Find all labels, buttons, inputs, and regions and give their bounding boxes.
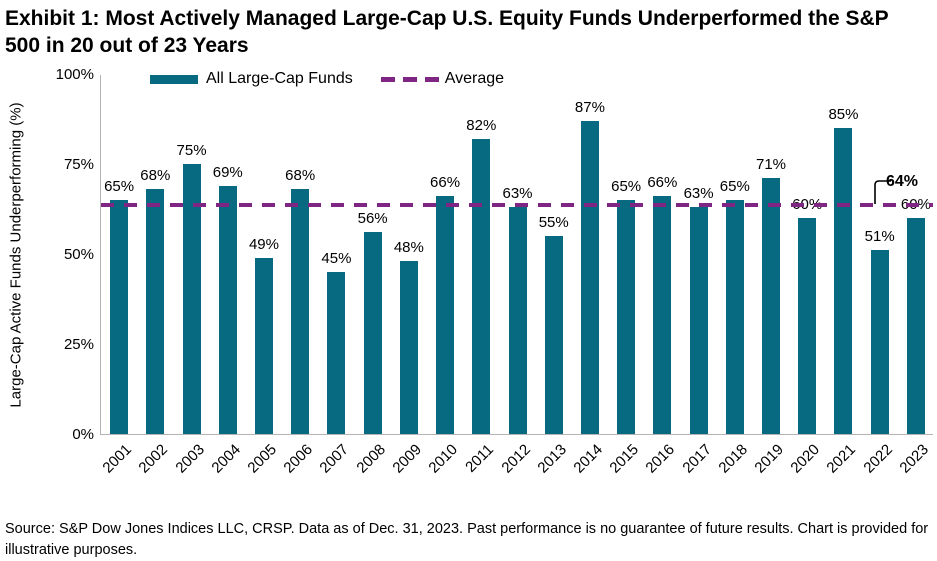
- bar-value-label-2014: 87%: [574, 99, 605, 116]
- x-tick-2018: 2018: [715, 441, 751, 477]
- x-tick-2004: 2004: [208, 441, 244, 477]
- bar-2004: [218, 186, 237, 434]
- bar-value-label-2002: 68%: [140, 167, 171, 184]
- x-tick-2013: 2013: [534, 441, 570, 477]
- bar-value-label-2006: 68%: [285, 167, 316, 184]
- bar-2008: [363, 232, 382, 434]
- bar-2001: [110, 200, 129, 434]
- bar-value-label-2004: 69%: [212, 164, 243, 181]
- x-tick-2002: 2002: [135, 441, 172, 477]
- bar-value-label-2013: 55%: [538, 214, 569, 231]
- bar-2018: [725, 200, 744, 434]
- x-tick-2020: 2020: [787, 441, 824, 477]
- bar-value-label-2005: 49%: [248, 236, 279, 253]
- bar-2009: [399, 261, 418, 434]
- x-tick-2010: 2010: [425, 441, 462, 477]
- x-tick-2001: 2001: [99, 441, 136, 477]
- x-tick-2014: 2014: [570, 441, 606, 477]
- average-line: [101, 203, 933, 207]
- x-tick-2011: 2011: [462, 441, 498, 476]
- legend-bar-swatch-icon: [150, 74, 198, 84]
- bar-value-label-2021: 85%: [828, 106, 859, 123]
- x-tick-2006: 2006: [280, 441, 317, 477]
- y-tick-75: 75%: [63, 156, 94, 173]
- x-tick-2015: 2015: [606, 441, 643, 477]
- bar-2022: [870, 250, 889, 434]
- x-tick-2021: 2021: [823, 441, 860, 477]
- x-tick-2012: 2012: [497, 441, 534, 477]
- bar-2014: [580, 121, 599, 434]
- bar-2016: [653, 196, 672, 434]
- source-note: Source: S&P Dow Jones Indices LLC, CRSP.…: [5, 521, 929, 558]
- bar-2021: [834, 128, 853, 434]
- bar-value-label-2019: 71%: [756, 156, 787, 173]
- y-tick-100: 100%: [55, 66, 94, 83]
- y-tick-25: 25%: [63, 336, 94, 353]
- legend-dash-swatch-icon: [380, 76, 439, 82]
- bar-2003: [182, 164, 201, 434]
- bar-2017: [689, 207, 708, 434]
- legend-series-label: All Large-Cap Funds: [206, 70, 353, 87]
- x-tick-2003: 2003: [171, 441, 208, 477]
- average-value-label: 64%: [886, 173, 919, 190]
- bar-value-label-2007: 45%: [321, 250, 352, 267]
- bar-2005: [254, 258, 273, 434]
- bar-2007: [327, 272, 346, 434]
- bar-2023: [906, 218, 925, 434]
- bar-value-label-2017: 63%: [683, 185, 714, 202]
- x-tick-2007: 2007: [316, 441, 353, 477]
- legend-average-label: Average: [444, 70, 505, 87]
- bar-2011: [472, 139, 491, 434]
- x-tick-2016: 2016: [642, 441, 679, 477]
- bar-value-label-2008: 56%: [357, 210, 388, 227]
- bar-value-label-2012: 63%: [502, 185, 533, 202]
- bar-2002: [146, 189, 165, 434]
- bar-value-label-2016: 66%: [647, 174, 678, 191]
- x-tick-2005: 2005: [244, 441, 280, 477]
- bar-value-label-2003: 75%: [176, 142, 207, 159]
- bar-2015: [617, 200, 636, 434]
- chart-title: Exhibit 1: Most Actively Managed Large-C…: [5, 7, 889, 57]
- average-leader-line-icon: [874, 180, 891, 204]
- plot-area: 64% 65% 2001 68% 2002 75% 2003 69% 2004 49% 2005 6…: [100, 75, 933, 477]
- y-tick-50: 50%: [63, 246, 94, 263]
- x-tick-2008: 2008: [353, 441, 389, 477]
- bar-value-label-2009: 48%: [393, 239, 424, 256]
- bar-2012: [508, 207, 527, 434]
- bar-value-label-2001: 65%: [104, 178, 135, 195]
- bar-value-label-2011: 82%: [466, 117, 497, 134]
- bar-2019: [762, 178, 781, 434]
- bar-2020: [798, 218, 817, 434]
- legend: All Large-Cap Funds Average: [150, 70, 504, 88]
- bar-value-label-2015: 65%: [611, 178, 642, 195]
- x-tick-2017: 2017: [678, 441, 715, 477]
- bar-2013: [544, 236, 563, 434]
- bar-2006: [291, 189, 310, 434]
- bar-value-label-2022: 51%: [864, 228, 895, 245]
- bar-value-label-2018: 65%: [719, 178, 750, 195]
- y-tick-0: 0%: [72, 426, 94, 443]
- x-tick-2022: 2022: [860, 441, 896, 477]
- x-tick-2023: 2023: [896, 441, 932, 477]
- bar-value-label-2010: 66%: [430, 174, 461, 191]
- bar-2010: [436, 196, 455, 434]
- x-tick-2019: 2019: [751, 441, 788, 477]
- x-tick-2009: 2009: [389, 441, 425, 477]
